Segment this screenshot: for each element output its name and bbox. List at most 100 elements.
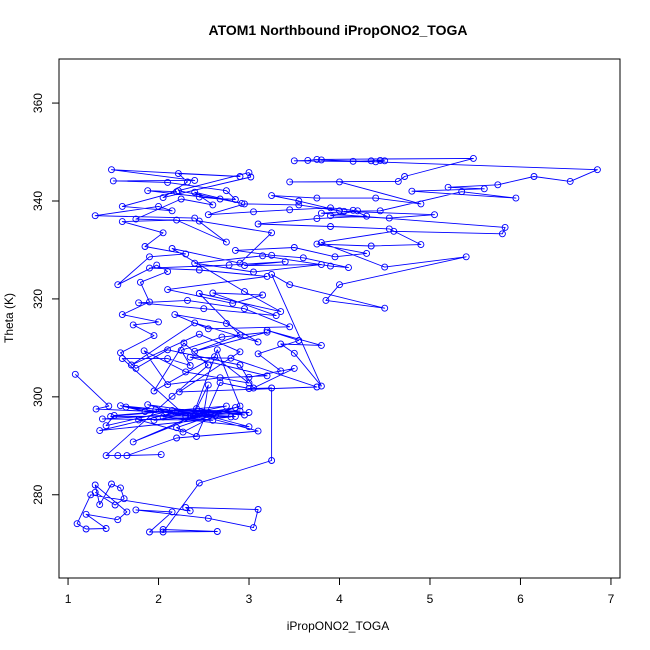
data-point: [195, 330, 203, 338]
data-point: [313, 215, 321, 223]
data-point: [238, 199, 246, 207]
data-point: [177, 346, 185, 354]
x-tick-label: 4: [336, 592, 343, 606]
data-point: [390, 227, 398, 235]
series-layer: [71, 154, 601, 536]
data-point: [295, 197, 303, 205]
data-point: [96, 501, 104, 509]
data-point: [111, 501, 119, 509]
data-point: [91, 481, 99, 489]
data-point: [349, 206, 357, 214]
data-point: [118, 202, 126, 210]
data-point: [159, 528, 167, 536]
x-tick-label: 5: [427, 592, 434, 606]
data-point: [191, 347, 199, 355]
data-point: [102, 452, 110, 460]
data-point: [120, 495, 128, 503]
data-point: [118, 218, 126, 226]
data-point: [71, 370, 79, 378]
data-point: [236, 407, 244, 415]
data-point: [164, 381, 172, 389]
data-point: [241, 200, 248, 208]
data-point: [182, 250, 190, 258]
data-point: [231, 246, 239, 254]
data-point: [209, 289, 217, 297]
data-point: [317, 382, 325, 390]
data-point: [381, 157, 389, 165]
data-point: [150, 332, 158, 340]
data-point: [259, 252, 267, 260]
data-point: [218, 333, 226, 341]
data-point: [82, 525, 90, 533]
data-point: [327, 223, 334, 230]
data-point: [376, 156, 384, 164]
data-point: [202, 409, 210, 417]
data-point: [172, 409, 180, 416]
y-tick-label: 360: [31, 93, 45, 113]
data-point: [132, 364, 140, 372]
data-point: [141, 408, 149, 415]
data-point: [164, 355, 172, 363]
data-point: [171, 311, 179, 319]
data-point: [118, 311, 126, 319]
data-point: [129, 321, 137, 329]
data-point: [231, 404, 239, 412]
data-point: [105, 402, 113, 410]
data-point: [102, 525, 110, 532]
data-point: [222, 402, 230, 410]
y-tick-label: 280: [31, 484, 45, 504]
data-point: [179, 428, 187, 436]
data-point: [195, 217, 203, 225]
data-point: [372, 158, 380, 166]
data-point: [250, 208, 257, 216]
data-point: [417, 200, 425, 208]
data-point: [340, 207, 348, 215]
data-point: [444, 183, 452, 191]
data-point: [236, 259, 244, 267]
data-point: [268, 251, 276, 259]
data-point: [250, 524, 257, 532]
data-point: [150, 387, 158, 395]
data-point: [286, 323, 294, 331]
data-point: [263, 272, 271, 280]
data-point: [268, 270, 276, 278]
x-tick-label: 2: [155, 592, 162, 606]
data-point: [108, 166, 115, 174]
data-point: [73, 520, 81, 528]
data-point: [229, 299, 237, 307]
data-point: [123, 452, 131, 460]
data-point: [222, 238, 230, 246]
data-point: [236, 331, 244, 339]
data-point: [317, 261, 325, 269]
x-tick-label: 1: [65, 592, 72, 606]
data-point: [173, 188, 181, 196]
data-point: [259, 291, 267, 299]
data-point: [268, 192, 276, 200]
data-point: [168, 245, 176, 252]
data-point: [186, 507, 194, 515]
data-point: [254, 338, 262, 346]
data-point: [245, 423, 253, 431]
data-point: [236, 173, 244, 180]
data-point: [204, 514, 212, 522]
data-point: [498, 230, 506, 238]
data-point: [462, 253, 470, 261]
data-point: [140, 347, 148, 355]
data-point: [182, 412, 190, 420]
data-point: [136, 278, 144, 286]
data-point: [431, 211, 438, 219]
data-point: [381, 304, 389, 312]
data-point: [268, 229, 276, 237]
data-point: [254, 506, 262, 513]
y-tick-label: 300: [31, 387, 45, 407]
data-point: [173, 434, 181, 442]
data-point: [241, 305, 248, 313]
data-point: [204, 211, 212, 219]
data-point: [91, 488, 99, 496]
x-tick-label: 6: [517, 592, 524, 606]
data-point: [200, 409, 208, 417]
data-point: [241, 288, 248, 296]
data-point: [263, 328, 271, 336]
data-point: [245, 169, 253, 177]
data-point: [222, 187, 230, 195]
